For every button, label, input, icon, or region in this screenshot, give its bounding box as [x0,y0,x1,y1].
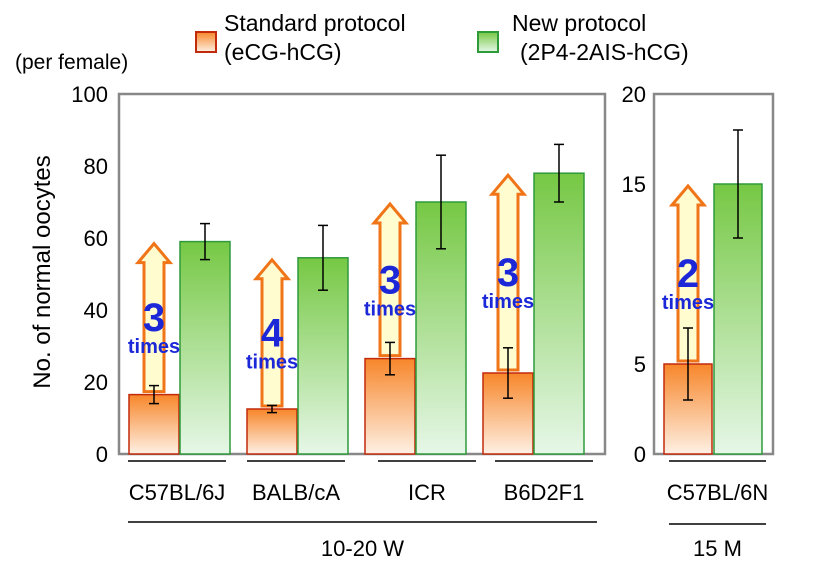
fold-change-word: times [128,336,180,358]
y-tick-label: 80 [84,154,108,179]
unit-note: (per female) [15,51,128,74]
x-tick-label: C57BL/6J [129,480,226,505]
group-label: 15 M [693,536,742,561]
y-tick-label: 20 [84,370,108,395]
fold-change-number: 4 [261,311,284,355]
legend-label-new-line2: (2P4-2AIS-hCG) [520,39,689,65]
x-tick-label: ICR [408,480,446,505]
x-tick-label: B6D2F1 [504,480,585,505]
y-tick-label: 20 [622,82,646,107]
fold-change-number: 3 [143,296,165,340]
fold-change-word: times [662,292,714,314]
fold-change-number: 3 [379,258,401,302]
fold-change-word: times [482,291,534,313]
y-tick-label: 60 [84,226,108,251]
fold-change-word: times [246,351,298,373]
legend-swatch-standard [195,31,217,53]
legend: Standard protocol (eCG-hCG) New protocol… [195,10,689,65]
increase-arrow [668,183,708,363]
y-axis-label: No. of normal oocytes [29,155,56,388]
increase-arrow [134,241,174,394]
group-label: 10-20 W [321,536,404,561]
x-tick-label: BALB/cA [252,480,340,505]
y-tick-label: 0 [96,442,108,467]
legend-label-standard-line1: Standard protocol [224,10,406,36]
x-tick-label: C57BL/6N [667,480,769,505]
bar-standard [246,408,298,455]
increase-arrow [252,257,292,408]
legend-swatch-new [477,31,499,53]
y-tick-label: 15 [622,172,646,197]
plot-frame [117,92,607,456]
y-tick-label: 0 [634,442,646,467]
panel-10-20w: 0204060801003timesC57BL/6J4timesBALB/cA3… [71,82,607,561]
y-tick-label: 5 [634,352,646,377]
bar-new [179,240,231,455]
y-tick-label: 100 [71,82,108,107]
fold-change-word: times [364,298,416,320]
increase-arrow [370,201,410,358]
legend-label-standard-line2: (eCG-hCG) [224,39,342,65]
increase-arrow [488,172,528,372]
fold-change-number: 2 [677,252,699,296]
legend-label-new-line1: New protocol [512,10,646,36]
fold-change-number: 3 [497,251,519,295]
bar-new [533,172,585,455]
y-tick-label: 40 [84,298,108,323]
